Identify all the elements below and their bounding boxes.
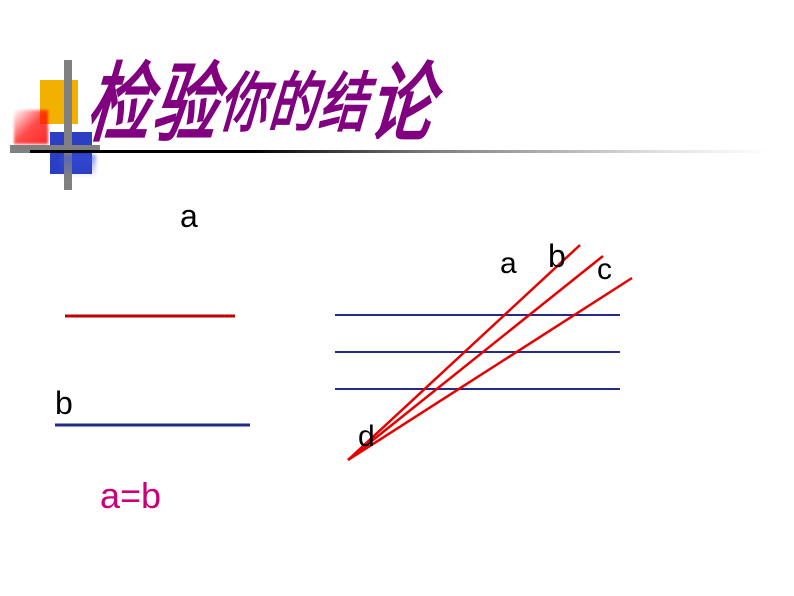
label-c-right: c [597, 253, 612, 287]
label-d-right: d [358, 420, 375, 454]
right-figure [0, 0, 794, 596]
label-b-right: b [548, 238, 566, 275]
label-a-right: a [500, 247, 517, 281]
